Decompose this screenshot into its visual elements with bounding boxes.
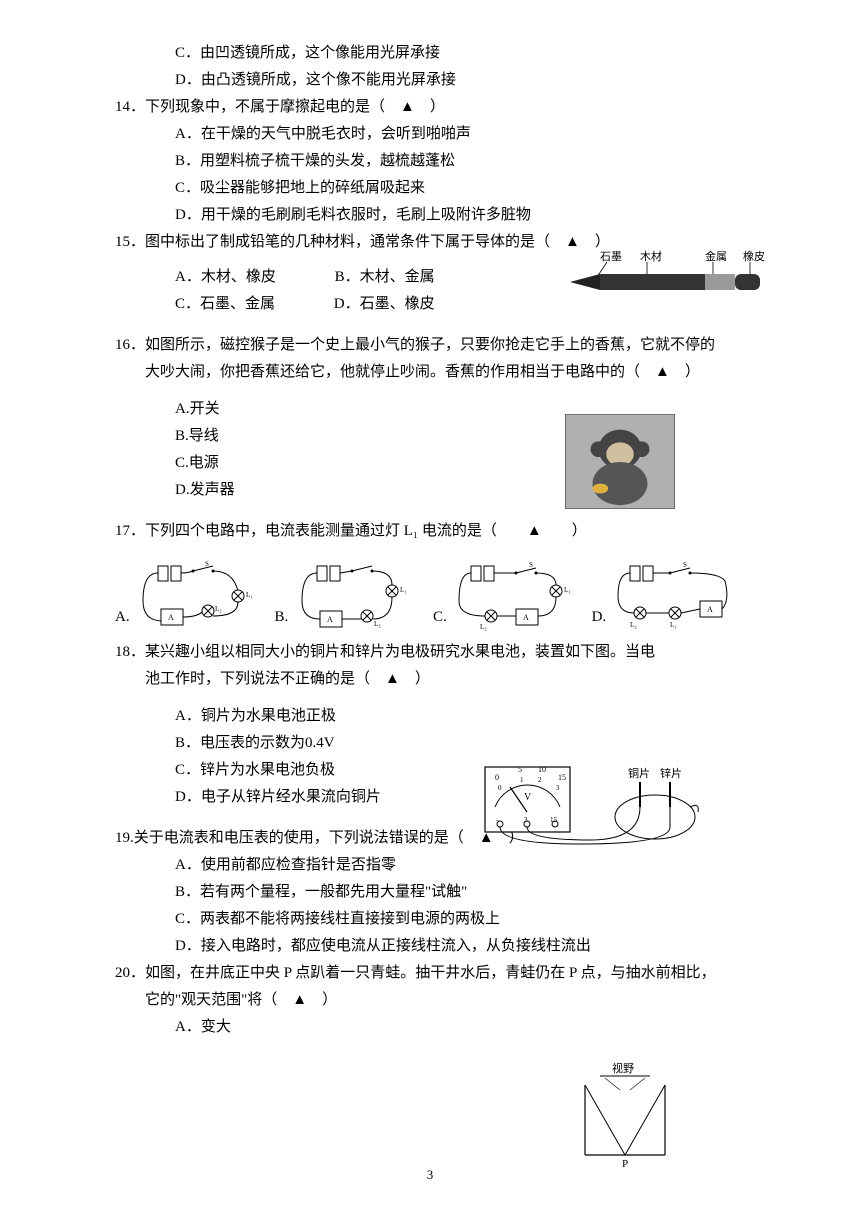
svg-text:S: S bbox=[205, 561, 209, 568]
svg-text:3: 3 bbox=[556, 784, 560, 792]
q17-label-a: A. bbox=[115, 609, 130, 625]
svg-text:L₁: L₁ bbox=[564, 586, 571, 594]
q17-circuits: A. S A L₂ L₁ B. A L₁ L₂ bbox=[115, 553, 760, 639]
label-rubber: 橡皮 bbox=[743, 250, 765, 263]
q20-stem-2: 它的"观天范围"将（ ▲ ） bbox=[115, 987, 760, 1014]
q17-label-d: D. bbox=[592, 609, 607, 625]
svg-text:S: S bbox=[683, 561, 687, 569]
q20-option-a: A．变大 bbox=[115, 1014, 760, 1041]
voltmeter-diagram: 051015 0123 V -315 铜片 锌片 bbox=[480, 752, 710, 847]
svg-text:A: A bbox=[327, 615, 333, 624]
q19-option-a: A．使用前都应检查指针是否指零 bbox=[115, 852, 760, 879]
monkey-image bbox=[565, 414, 675, 509]
svg-text:2: 2 bbox=[538, 776, 542, 784]
q19-option-b: B．若有两个量程，一般都先用大量程"试触" bbox=[115, 879, 760, 906]
svg-text:0: 0 bbox=[495, 773, 499, 782]
svg-text:L₁: L₁ bbox=[246, 591, 253, 599]
q15-option-a: A．木材、橡皮 bbox=[175, 264, 276, 291]
q16-stem-2: 大吵大闹，你把香蕉还给它，他就停止吵闹。香蕉的作用相当于电路中的（ ▲ ） bbox=[115, 359, 760, 386]
circuit-b: A L₁ L₂ bbox=[292, 561, 422, 631]
q18-stem-1: 18．某兴趣小组以相同大小的铜片和锌片为电极研究水果电池，装置如下图。当电 bbox=[115, 639, 760, 666]
label-metal: 金属 bbox=[705, 250, 727, 263]
svg-text:P: P bbox=[622, 1158, 628, 1170]
svg-text:15: 15 bbox=[550, 816, 558, 824]
q15-option-c: C．石墨、金属 bbox=[175, 291, 275, 318]
q19-option-d: D．接入电路时，都应使电流从正接线柱流入，从负接线柱流出 bbox=[115, 933, 760, 960]
q17-stem: 17．下列四个电路中，电流表能测量通过灯 L₁ 电流的是（ ▲ ） bbox=[115, 518, 760, 545]
svg-text:A: A bbox=[707, 605, 713, 614]
q17-label-b: B. bbox=[274, 609, 288, 625]
svg-text:L₂: L₂ bbox=[480, 623, 487, 631]
svg-text:V: V bbox=[524, 792, 532, 803]
q20-stem-1: 20．如图，在井底正中央 P 点趴着一只青蛙。抽干井水后，青蛙仍在 P 点，与抽… bbox=[115, 960, 760, 987]
svg-text:15: 15 bbox=[558, 773, 566, 782]
label-wood: 木材 bbox=[640, 250, 662, 263]
q15-option-d: D．石墨、橡皮 bbox=[334, 291, 435, 318]
circuit-a: S A L₂ L₁ bbox=[133, 561, 263, 631]
q13-option-c: C．由凹透镜所成，这个像能用光屏承接 bbox=[115, 40, 760, 67]
q18-stem-2: 池工作时，下列说法不正确的是（ ▲ ） bbox=[115, 666, 760, 693]
q17-label-c: C. bbox=[433, 609, 447, 625]
q14-option-d: D．用干燥的毛刷刷毛料衣服时，毛刷上吸附许多脏物 bbox=[115, 202, 760, 229]
page-number: 3 bbox=[427, 1163, 434, 1186]
svg-text:A: A bbox=[523, 613, 529, 622]
svg-text:L₂: L₂ bbox=[630, 621, 637, 629]
q14-option-b: B．用塑料梳子梳干燥的头发，越梳越蓬松 bbox=[115, 148, 760, 175]
circuit-d: S L₂ L₁ A bbox=[610, 561, 740, 631]
svg-text:视野: 视野 bbox=[612, 1061, 634, 1075]
svg-text:3: 3 bbox=[524, 816, 528, 824]
pencil-diagram: 石墨 木材 金属 橡皮 bbox=[565, 250, 765, 300]
q15-option-b: B．木材、金属 bbox=[335, 264, 435, 291]
svg-text:A: A bbox=[168, 613, 174, 622]
svg-text:L₁: L₁ bbox=[670, 621, 677, 629]
svg-text:10: 10 bbox=[538, 765, 546, 774]
svg-text:L₂: L₂ bbox=[215, 605, 222, 613]
svg-text:0: 0 bbox=[498, 784, 502, 792]
q18-option-a: A．铜片为水果电池正极 bbox=[115, 703, 760, 730]
svg-text:L₁: L₁ bbox=[400, 586, 407, 594]
label-graphite: 石墨 bbox=[600, 250, 622, 263]
q14-option-a: A．在干燥的天气中脱毛衣时，会听到啪啪声 bbox=[115, 121, 760, 148]
well-diagram: 视野 P bbox=[570, 1060, 680, 1170]
q13-option-d: D．由凸透镜所成，这个像不能用光屏承接 bbox=[115, 67, 760, 94]
q14-option-c: C．吸尘器能够把地上的碎纸屑吸起来 bbox=[115, 175, 760, 202]
q16-stem-1: 16．如图所示，磁控猴子是一个史上最小气的猴子，只要你抢走它手上的香蕉，它就不停… bbox=[115, 332, 760, 359]
svg-text:L₂: L₂ bbox=[374, 620, 381, 628]
q19-option-c: C．两表都不能将两接线柱直接接到电源的两极上 bbox=[115, 906, 760, 933]
svg-text:S: S bbox=[529, 561, 533, 569]
q14-stem: 14．下列现象中，不属于摩擦起电的是（ ▲ ） bbox=[115, 94, 760, 121]
circuit-c: S L₁ L₂ A bbox=[451, 561, 581, 631]
svg-text:5: 5 bbox=[518, 765, 522, 774]
svg-text:锌片: 锌片 bbox=[660, 766, 682, 780]
svg-text:1: 1 bbox=[520, 776, 524, 784]
svg-text:铜片: 铜片 bbox=[628, 766, 650, 780]
